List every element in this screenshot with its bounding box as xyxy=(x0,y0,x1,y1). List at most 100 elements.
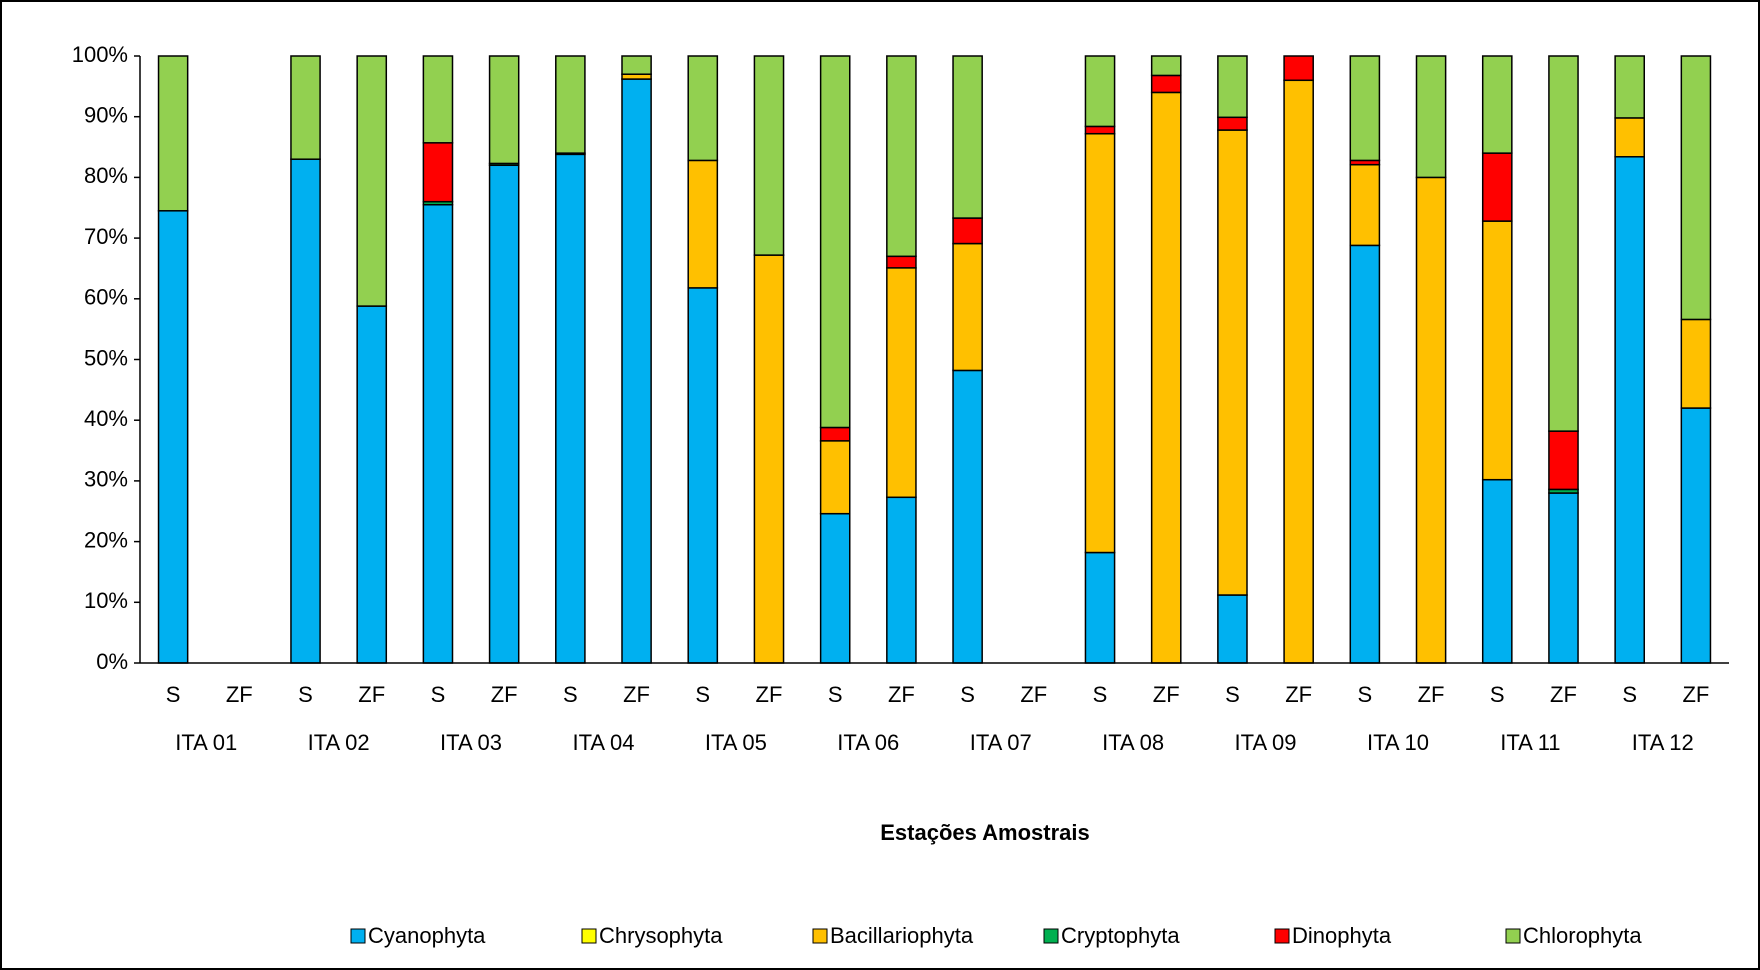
group-label: ITA 05 xyxy=(705,730,767,755)
y-tick-label: 30% xyxy=(84,467,128,492)
group-label: ITA 12 xyxy=(1632,730,1694,755)
x-tick-label: S xyxy=(1490,682,1505,707)
x-tick-label: ZF xyxy=(1153,682,1180,707)
legend-label: Cryptophyta xyxy=(1061,923,1180,948)
bar-segment xyxy=(290,55,321,160)
bar-segment xyxy=(952,217,983,245)
bar-segment xyxy=(1680,407,1712,664)
bar-segment xyxy=(819,426,851,442)
bar-segment xyxy=(1614,117,1646,158)
bar-segment xyxy=(1349,163,1381,247)
bar-segment xyxy=(687,159,719,289)
bar-segment xyxy=(753,254,785,664)
bar-segment xyxy=(1084,132,1116,554)
x-tick-label: ZF xyxy=(1285,682,1312,707)
x-tick-label: S xyxy=(1622,682,1637,707)
bar-segment xyxy=(1481,55,1513,154)
bar-segment xyxy=(1481,220,1513,481)
group-label: ITA 02 xyxy=(308,730,370,755)
bar-segment xyxy=(356,55,388,307)
bar-segment xyxy=(1415,55,1447,179)
bar-segment xyxy=(1150,74,1182,94)
bar-segment xyxy=(488,164,520,664)
bar-segment xyxy=(1150,55,1182,77)
x-tick-label: S xyxy=(563,682,578,707)
bar-segment xyxy=(488,55,520,165)
bar-segment xyxy=(952,369,983,664)
bar-segment xyxy=(819,440,851,515)
x-tick-label: ZF xyxy=(1682,682,1709,707)
bar-segment xyxy=(555,55,586,154)
x-tick-label: ZF xyxy=(623,682,650,707)
bar-segment xyxy=(1084,125,1116,135)
bar-segment xyxy=(1217,129,1248,596)
bar-segment xyxy=(422,203,454,664)
bar-segment xyxy=(886,267,917,499)
bar-segment xyxy=(157,55,189,212)
legend-label: Cyanophyta xyxy=(368,923,486,948)
bar-segment xyxy=(1349,55,1381,162)
legend-swatch xyxy=(1274,928,1290,944)
legend-swatch xyxy=(1505,928,1521,944)
y-tick-label: 90% xyxy=(84,103,128,128)
bar-segment xyxy=(886,496,917,664)
x-tick-label: S xyxy=(298,682,313,707)
y-tick-label: 10% xyxy=(84,588,128,613)
x-tick-label: ZF xyxy=(1418,682,1445,707)
bar-segment xyxy=(1614,156,1646,664)
bar-segment xyxy=(1548,430,1579,491)
bar-segment xyxy=(1481,478,1513,664)
x-tick-label: ZF xyxy=(226,682,253,707)
bar-segment xyxy=(1217,55,1248,119)
bar-segment xyxy=(1680,55,1712,321)
y-tick-label: 40% xyxy=(84,406,128,431)
x-tick-label: ZF xyxy=(888,682,915,707)
x-tick-label: S xyxy=(828,682,843,707)
group-label: ITA 07 xyxy=(970,730,1032,755)
group-label: ITA 11 xyxy=(1500,730,1560,755)
legend-label: Bacillariophyta xyxy=(830,923,974,948)
group-label: ITA 09 xyxy=(1235,730,1297,755)
bar-segment xyxy=(290,158,321,664)
bar-segment xyxy=(621,78,652,664)
bar-segment xyxy=(687,287,719,664)
x-axis-title: Estações Amostrais xyxy=(880,820,1090,845)
bar-segment xyxy=(1349,244,1381,664)
bar-segment xyxy=(422,142,454,203)
bar-segment xyxy=(1283,79,1314,664)
bar-segment xyxy=(1481,152,1513,222)
x-tick-label: S xyxy=(695,682,710,707)
bar-segment xyxy=(555,153,586,664)
bar-segment xyxy=(819,55,851,429)
x-tick-label: ZF xyxy=(358,682,385,707)
y-tick-label: 60% xyxy=(84,285,128,310)
group-label: ITA 03 xyxy=(440,730,502,755)
bar-segment xyxy=(687,55,719,162)
bar-segment xyxy=(753,55,785,256)
bar-segment xyxy=(1217,594,1248,664)
bar-segment xyxy=(621,55,652,75)
bar-segment xyxy=(819,512,851,664)
legend-label: Dinophyta xyxy=(1292,923,1392,948)
bar-segment xyxy=(1680,318,1712,409)
x-tick-label: ZF xyxy=(1550,682,1577,707)
x-tick-label: ZF xyxy=(491,682,518,707)
group-label: ITA 10 xyxy=(1367,730,1429,755)
bar-segment xyxy=(886,55,917,258)
x-tick-label: S xyxy=(1225,682,1240,707)
x-tick-label: S xyxy=(1093,682,1108,707)
bar-segment xyxy=(952,242,983,372)
bar-segment xyxy=(356,305,388,664)
bar-segment xyxy=(157,210,189,664)
y-tick-label: 20% xyxy=(84,527,128,552)
x-tick-label: S xyxy=(1358,682,1373,707)
bar-segment xyxy=(1548,55,1579,432)
bar-segment xyxy=(1084,55,1116,128)
legend-label: Chrysophyta xyxy=(599,923,723,948)
group-label: ITA 08 xyxy=(1102,730,1164,755)
group-label: ITA 01 xyxy=(175,730,237,755)
bar-segment xyxy=(1614,55,1646,119)
bar-segment xyxy=(1217,116,1248,131)
bar-segment xyxy=(1548,492,1579,664)
